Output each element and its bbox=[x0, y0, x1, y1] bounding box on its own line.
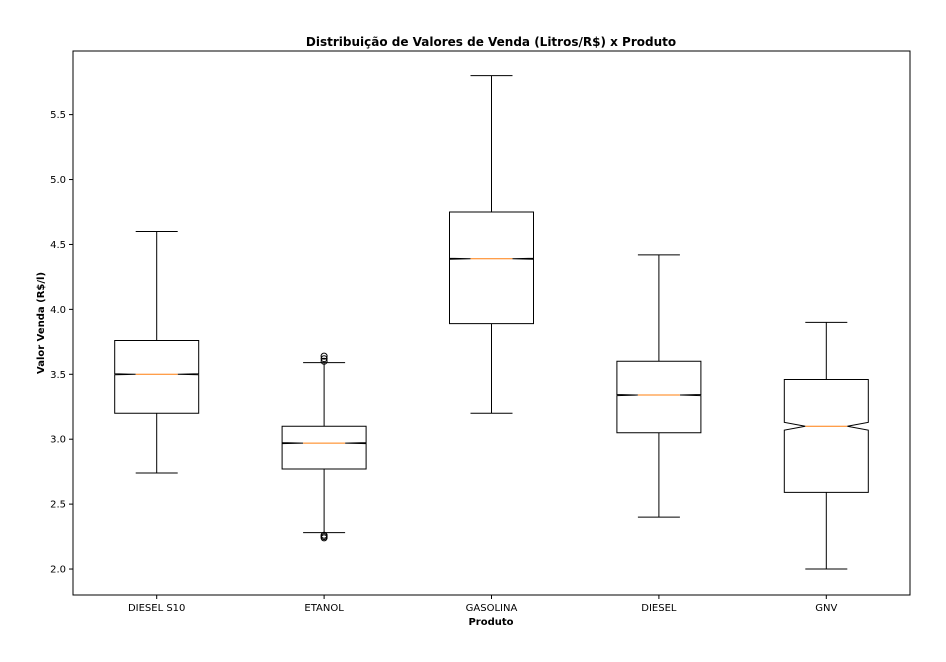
x-axis-label: Produto bbox=[468, 617, 513, 628]
box-body bbox=[449, 211, 534, 325]
y-tick-label: 4.0 bbox=[50, 305, 66, 316]
box-body bbox=[114, 340, 200, 414]
y-tick-label: 2.0 bbox=[50, 565, 66, 576]
y-axis: 2.0 2.5 3.0 3.5 4.0 4.5 5.0 5.5 bbox=[50, 110, 73, 576]
x-tick-label: GNV bbox=[815, 603, 837, 614]
x-tick-label: GASOLINA bbox=[466, 603, 518, 614]
box-series bbox=[114, 75, 869, 570]
x-tick-label: ETANOL bbox=[304, 603, 344, 614]
x-tick-label: DIESEL bbox=[641, 603, 677, 614]
chart-title: Distribuição de Valores de Venda (Litros… bbox=[306, 35, 676, 49]
outlier-point bbox=[320, 357, 328, 365]
y-tick-label: 3.0 bbox=[50, 435, 66, 446]
box-gnv bbox=[783, 321, 869, 570]
box-body bbox=[783, 378, 869, 493]
box-body bbox=[281, 425, 367, 470]
outlier-point bbox=[320, 352, 328, 360]
y-tick-label: 4.5 bbox=[50, 240, 66, 251]
box-diesel-s10 bbox=[114, 230, 200, 474]
y-tick-label: 5.5 bbox=[50, 110, 66, 121]
outlier-point bbox=[320, 531, 328, 539]
box-body bbox=[616, 360, 702, 434]
y-tick-label: 3.5 bbox=[50, 370, 66, 381]
x-axis: DIESEL S10 ETANOL GASOLINA DIESEL GNV bbox=[128, 595, 837, 614]
box-etanol bbox=[281, 352, 367, 542]
box-diesel bbox=[616, 254, 702, 518]
box-gasolina bbox=[449, 75, 534, 414]
y-axis-label: Valor Venda (R$/l) bbox=[36, 272, 47, 374]
x-tick-label: DIESEL S10 bbox=[128, 603, 185, 614]
y-tick-label: 2.5 bbox=[50, 500, 66, 511]
y-tick-label: 5.0 bbox=[50, 175, 66, 186]
outlier-point bbox=[320, 355, 328, 363]
